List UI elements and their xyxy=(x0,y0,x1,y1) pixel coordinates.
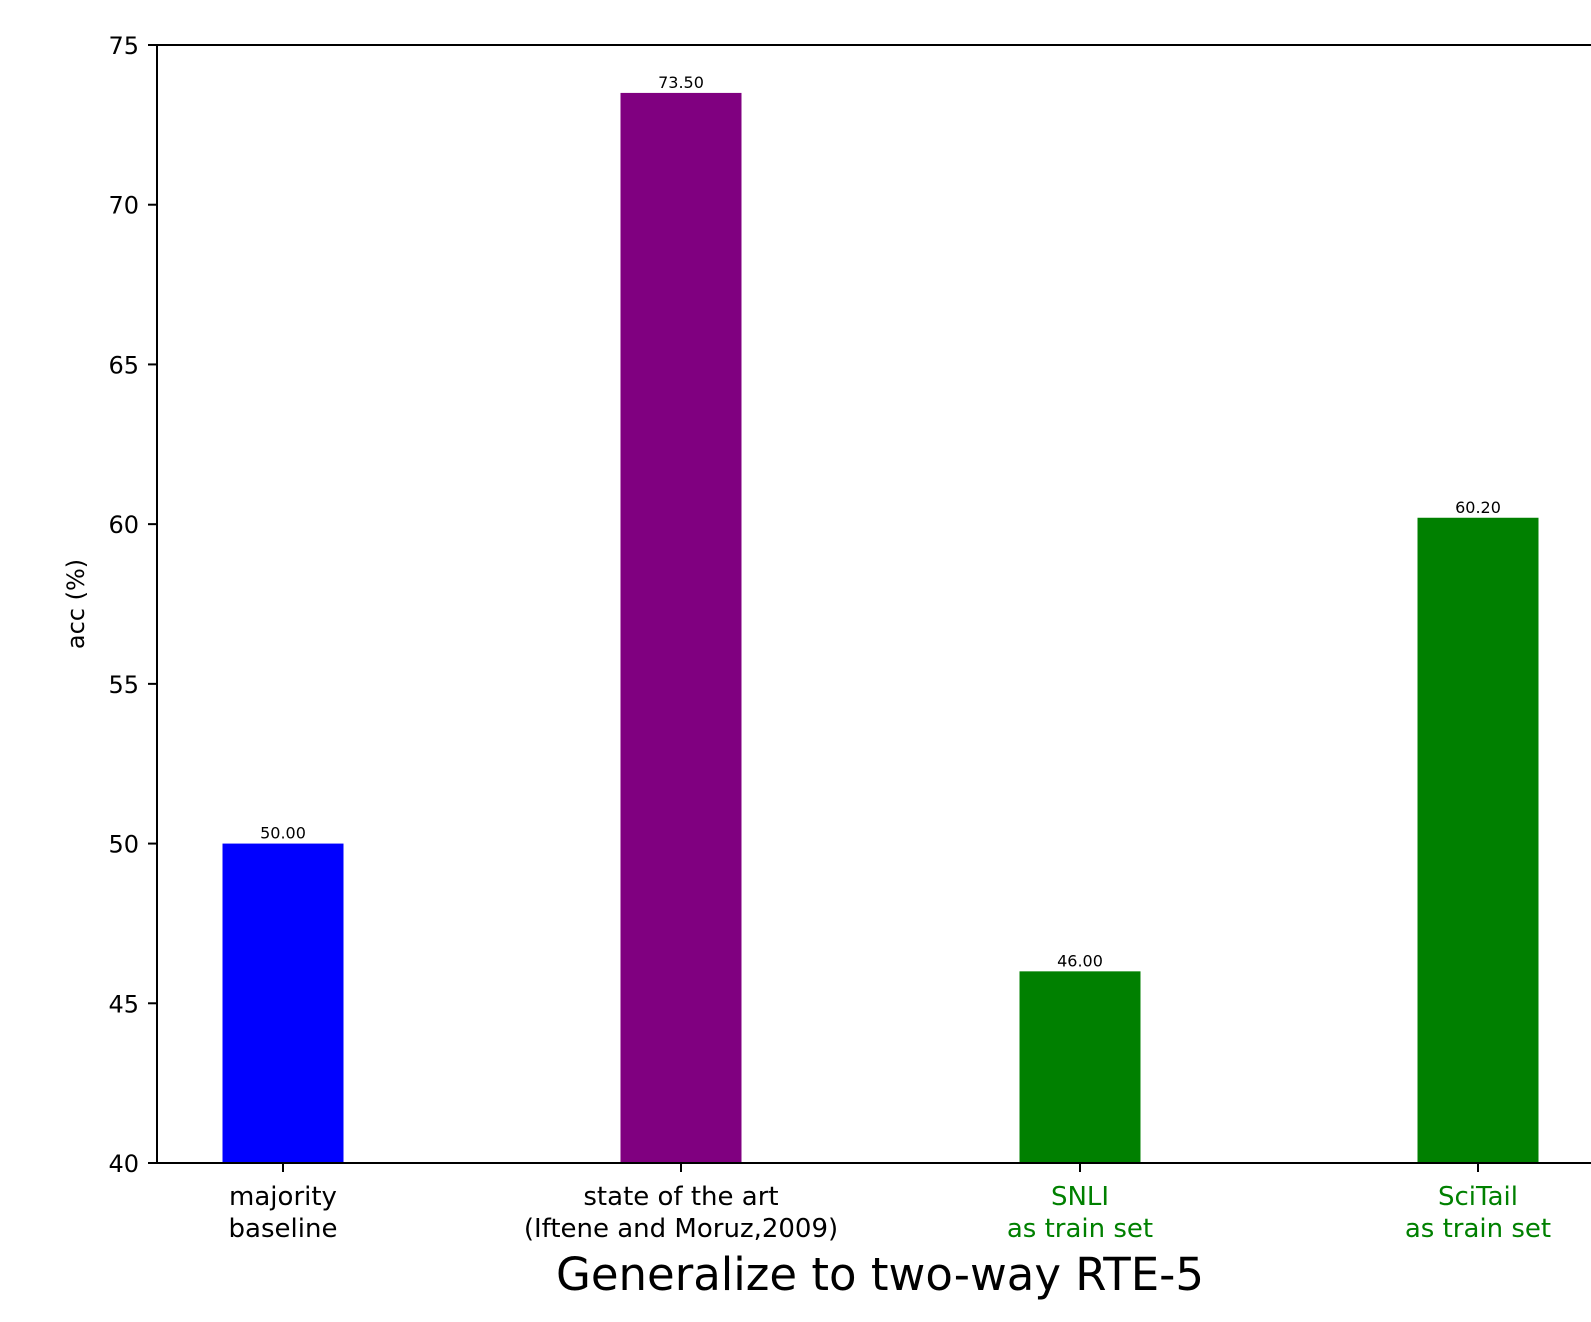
bar-0 xyxy=(222,843,344,1163)
x-axis-label: Generalize to two-way RTE-5 xyxy=(556,1248,1204,1301)
x-tick-label-3-line-0: SciTail xyxy=(1438,1182,1518,1212)
x-tick-label-0-line-0: majority xyxy=(229,1182,337,1212)
x-tick-label-1-line-1: (Iftene and Moruz,2009) xyxy=(524,1214,838,1244)
y-tick-label-5: 65 xyxy=(108,351,139,379)
y-tick-label-0: 40 xyxy=(108,1150,139,1178)
bar-1 xyxy=(620,92,742,1163)
bar-value-label-1: 73.50 xyxy=(658,73,704,92)
bars-layer xyxy=(222,92,1539,1163)
bar-value-label-0: 50.00 xyxy=(260,824,306,843)
y-tick-label-1: 45 xyxy=(108,990,139,1018)
labels-layer: 50.00 73.50 46.00 60.20 40 45 50 55 60 65 70 75 majo… xyxy=(108,32,1551,1244)
bar-3 xyxy=(1417,517,1539,1163)
y-tick-label-3: 55 xyxy=(108,671,139,699)
bar-value-label-2: 46.00 xyxy=(1057,951,1103,970)
bar-2 xyxy=(1019,971,1141,1163)
y-tick-label-2: 50 xyxy=(108,831,139,859)
x-tick-label-0-line-1: baseline xyxy=(229,1214,338,1244)
bar-value-label-3: 60.20 xyxy=(1455,498,1501,517)
y-tick-label-7: 75 xyxy=(108,32,139,60)
y-tick-label-4: 60 xyxy=(108,511,139,539)
x-tick-label-2-line-1: as train set xyxy=(1007,1214,1153,1244)
y-tick-label-6: 70 xyxy=(108,192,139,220)
x-tick-label-2-line-0: SNLI xyxy=(1051,1182,1109,1212)
y-axis-label: acc (%) xyxy=(62,559,90,649)
x-tick-label-1-line-0: state of the art xyxy=(583,1182,778,1212)
axes-layer xyxy=(148,44,1591,1172)
x-tick-label-3-line-1: as train set xyxy=(1405,1214,1551,1244)
